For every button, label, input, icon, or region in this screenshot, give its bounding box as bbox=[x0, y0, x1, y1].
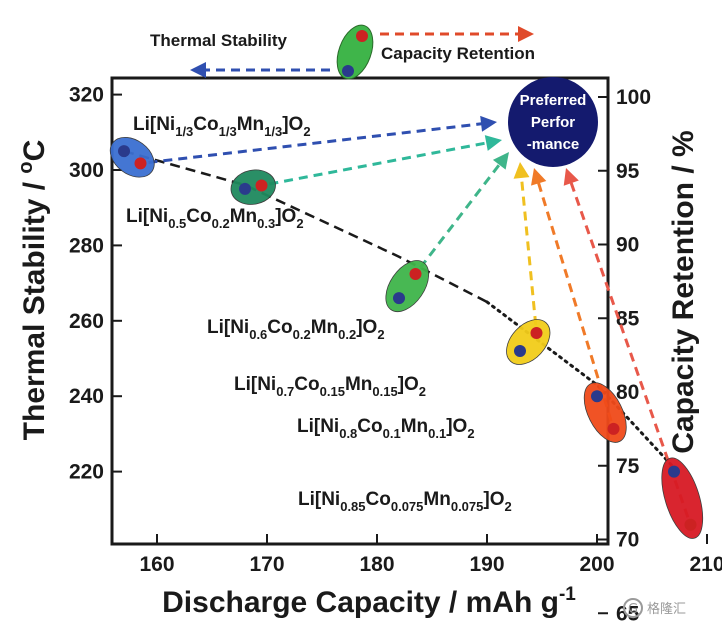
x-tick-label: 180 bbox=[359, 553, 394, 576]
y-axis-right-title: Capacity Retention / % bbox=[667, 130, 700, 453]
arrowhead-nmc111 bbox=[480, 115, 497, 132]
x-tick-label: 210 bbox=[689, 553, 722, 576]
watermark-text: 格隆汇 bbox=[647, 601, 686, 617]
label-nmc811: Li[Ni0.8Co0.1Mn0.1]O2 bbox=[297, 416, 475, 441]
ellipse-nmc523 bbox=[230, 169, 276, 205]
legend-arrow-capacity bbox=[380, 26, 534, 42]
trend-line-dashed bbox=[123, 149, 488, 304]
arrow-nmc811 bbox=[535, 177, 613, 422]
x-tick-label: 160 bbox=[139, 553, 174, 576]
thermal-point-nmc523 bbox=[239, 182, 251, 195]
material-labels: Li[Ni1/3Co1/3Mn1/3]O2 Li[Ni0.5Co0.2Mn0.3]… bbox=[126, 114, 512, 514]
material-markers bbox=[109, 136, 704, 539]
watermark: G 格隆汇 bbox=[623, 598, 686, 618]
y-left-tick-label: 260 bbox=[69, 310, 104, 333]
thermal-point-nmc71515 bbox=[514, 344, 526, 357]
legend-capacity-dot bbox=[356, 30, 368, 42]
label-nmc71515: Li[Ni0.7Co0.15Mn0.15]O2 bbox=[234, 374, 426, 399]
axis-tick-labels: 160 170 180 190 200 210 220 240 260 280 300 320 65 70… bbox=[69, 84, 722, 626]
legend-capacity-label: Capacity Retention bbox=[381, 44, 535, 63]
retention-point-nmc811 bbox=[607, 422, 620, 435]
ellipse-nmc85 bbox=[661, 457, 704, 539]
target-label-line-1: Preferred bbox=[520, 92, 587, 109]
y-right-tick-label: 80 bbox=[616, 381, 639, 404]
y-left-tick-label: 280 bbox=[69, 234, 104, 257]
y-left-tick-label: 300 bbox=[69, 159, 104, 182]
arrow-nmc622 bbox=[419, 159, 505, 269]
g-logo-icon bbox=[623, 598, 643, 618]
x-tick-label: 190 bbox=[469, 553, 504, 576]
target-circle bbox=[508, 77, 598, 167]
improvement-arrows bbox=[148, 115, 690, 518]
y-right-tick-label: 65 bbox=[616, 602, 640, 625]
thermal-point-nmc85 bbox=[668, 465, 680, 478]
trend-line-dotted bbox=[485, 300, 676, 470]
x-axis-title: Discharge Capacity / mAh g-1 bbox=[162, 584, 576, 619]
arrow-nmc111 bbox=[148, 121, 488, 164]
y-right-tick-label: 100 bbox=[616, 86, 651, 109]
legend-marker-ellipse bbox=[336, 24, 374, 80]
y-right-tick-label: 70 bbox=[616, 529, 639, 552]
arrowhead-nmc811 bbox=[531, 168, 547, 186]
x-tick-label: 170 bbox=[249, 553, 284, 576]
retention-point-nmc71515 bbox=[530, 327, 543, 339]
y-left-tick-label: 220 bbox=[69, 461, 104, 484]
y-right-tick-label: 90 bbox=[616, 234, 639, 257]
thermal-point-nmc811 bbox=[591, 390, 603, 403]
retention-point-nmc622 bbox=[409, 268, 422, 280]
y-right-tick-label: 85 bbox=[616, 307, 640, 330]
thermal-point-nmc111 bbox=[118, 145, 130, 158]
label-nmc111: Li[Ni1/3Co1/3Mn1/3]O2 bbox=[133, 114, 311, 139]
plot-frame bbox=[110, 76, 610, 546]
retention-point-nmc523 bbox=[255, 179, 268, 192]
y-axis-left-title: Thermal Stability / oC bbox=[15, 140, 51, 441]
ellipse-nmc622 bbox=[385, 260, 430, 313]
arrowhead-nmc85 bbox=[563, 168, 579, 186]
y-left-tick-label: 320 bbox=[69, 84, 104, 107]
target-label-line-3: -mance bbox=[527, 136, 580, 153]
label-nmc523: Li[Ni0.5Co0.2Mn0.3]O2 bbox=[126, 206, 304, 231]
arrow-nmc71515 bbox=[519, 171, 538, 326]
arrowhead-nmc71515 bbox=[513, 162, 530, 179]
legend-arrow-thermal bbox=[190, 62, 330, 78]
g-logo-letter: G bbox=[628, 602, 638, 617]
preferred-performance-badge: Preferred Perfor -mance bbox=[508, 77, 598, 167]
label-nmc85: Li[Ni0.85Co0.075Mn0.075]O2 bbox=[298, 489, 512, 514]
label-nmc622: Li[Ni0.6Co0.2Mn0.2]O2 bbox=[207, 317, 385, 342]
ellipse-nmc71515 bbox=[506, 319, 551, 365]
legend-thermal-dot bbox=[342, 65, 354, 77]
arrow-nmc523 bbox=[269, 140, 493, 186]
arrowhead-nmc523 bbox=[484, 135, 502, 151]
retention-point-nmc111 bbox=[134, 157, 147, 170]
x-tick-label: 200 bbox=[579, 553, 614, 576]
y-right-tick-label: 95 bbox=[616, 160, 640, 183]
y-right-tick-label: 75 bbox=[616, 455, 640, 478]
target-label-line-2: Perfor bbox=[531, 114, 575, 131]
legend: Thermal Stability Capacity Retention bbox=[150, 24, 535, 80]
y-left-tick-label: 240 bbox=[69, 385, 104, 408]
thermal-point-nmc622 bbox=[393, 292, 405, 305]
trend-lines bbox=[123, 149, 676, 470]
retention-point-nmc85 bbox=[684, 518, 697, 531]
legend-thermal-label: Thermal Stability bbox=[150, 31, 288, 50]
arrowhead-nmc622 bbox=[492, 152, 509, 170]
